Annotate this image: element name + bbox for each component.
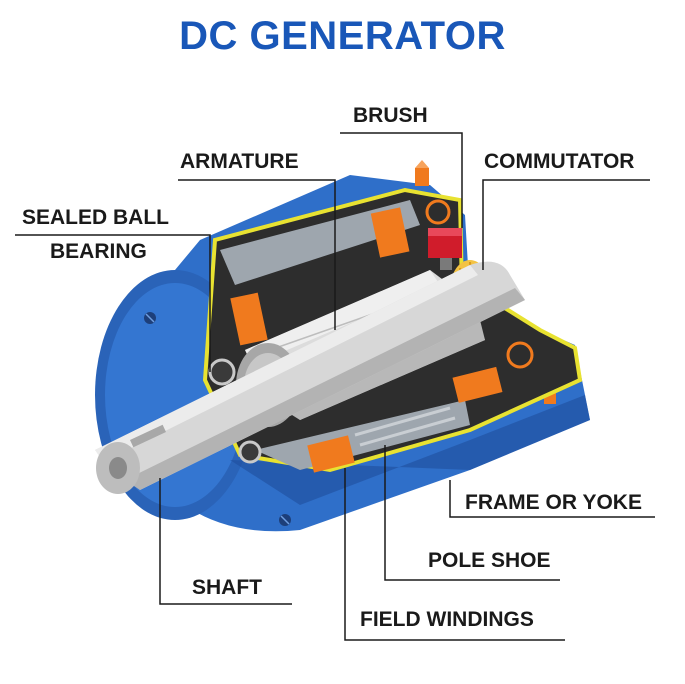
label-armature: ARMATURE (180, 150, 299, 173)
spring-coil-icon (425, 199, 534, 369)
label-sealed-ball: SEALED BALL (22, 206, 169, 229)
label-bearing: BEARING (50, 240, 147, 263)
brush (428, 228, 462, 270)
label-commutator: COMMUTATOR (484, 150, 635, 173)
leader-lines (15, 132, 655, 641)
pole-shoe (354, 406, 456, 447)
field-winding-top (220, 200, 420, 346)
label-field-windings: FIELD WINDINGS (360, 608, 534, 631)
terminal-bolt-icon (415, 160, 429, 186)
screw-icon (144, 312, 156, 324)
label-frame-or-yoke: FRAME OR YOKE (465, 491, 642, 514)
screw-icon (279, 514, 291, 526)
label-shaft: SHAFT (192, 576, 262, 599)
label-pole-shoe: POLE SHOE (428, 549, 551, 572)
page-title: DC GENERATOR (179, 14, 506, 58)
shaft (95, 261, 525, 494)
label-brush: BRUSH (353, 104, 428, 127)
